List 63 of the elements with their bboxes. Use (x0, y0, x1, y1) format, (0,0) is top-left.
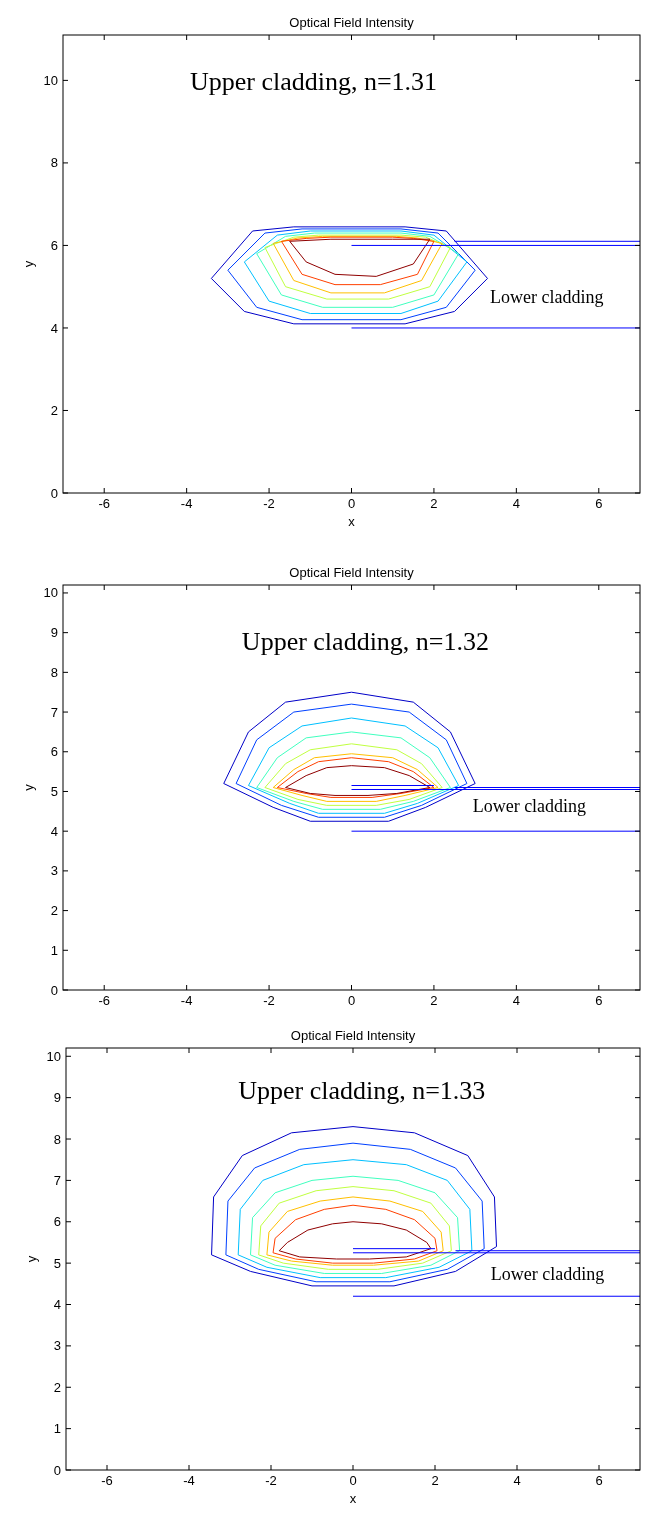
y-axis-title: y (21, 783, 36, 791)
y-axis-title: y (24, 1255, 39, 1263)
y-tick-label: 5 (53, 1255, 61, 1271)
x-tick-label: 0 (347, 496, 356, 511)
y-tick-label: 5 (50, 784, 58, 800)
x-tick-label: 4 (512, 993, 520, 1008)
y-tick-label: 2 (50, 903, 58, 919)
y-tick-label: 8 (53, 1131, 61, 1147)
x-tick-label: 0 (347, 993, 356, 1008)
y-tick-label: 0 (50, 982, 58, 998)
x-axis-title: x (348, 514, 356, 529)
x-tick-label: 4 (513, 1473, 521, 1488)
y-tick-label: 10 (43, 72, 58, 88)
y-tick-label: 1 (50, 942, 58, 958)
y-tick-label: 9 (50, 625, 58, 641)
y-tick-label: 7 (53, 1172, 61, 1188)
x-tick-label: 4 (512, 496, 520, 511)
chart-title: Optical Field Intensity (289, 565, 415, 580)
x-tick-label: 6 (595, 1473, 603, 1488)
y-tick-label: 1 (53, 1421, 61, 1437)
y-tick-label: 9 (53, 1090, 61, 1106)
x-tick-label: -6 (101, 1473, 113, 1488)
x-tick-label: -2 (263, 993, 275, 1008)
y-tick-label: 0 (53, 1462, 61, 1478)
y-tick-label: 3 (50, 863, 58, 879)
y-tick-label: 6 (53, 1214, 61, 1230)
x-tick-label: 2 (431, 1473, 439, 1488)
annotation: Lower cladding (489, 286, 604, 307)
x-tick-label: 6 (595, 993, 603, 1008)
y-tick-label: 6 (50, 237, 58, 253)
x-tick-label: -4 (183, 1473, 195, 1488)
y-tick-label: 10 (43, 585, 58, 601)
y-tick-label: 4 (50, 823, 58, 839)
x-tick-label: -6 (98, 496, 110, 511)
y-tick-label: 7 (50, 704, 58, 720)
y-tick-label: 8 (50, 155, 58, 171)
x-tick-label: -2 (265, 1473, 277, 1488)
x-tick-label: 0 (349, 1473, 357, 1488)
y-axis-title: y (21, 260, 36, 268)
chart-title: Optical Field Intensity (289, 15, 415, 30)
y-tick-label: 4 (50, 320, 58, 336)
annotation: Upper cladding, n=1.31 (189, 66, 438, 96)
x-tick-label: -6 (98, 993, 110, 1008)
y-tick-label: 3 (53, 1338, 61, 1354)
x-tick-label: 2 (430, 993, 438, 1008)
chart-title: Optical Field Intensity (290, 1028, 416, 1043)
y-tick-label: 0 (50, 485, 58, 501)
annotation: Upper cladding, n=1.32 (241, 626, 490, 656)
y-tick-label: 4 (53, 1297, 61, 1313)
x-tick-label: -2 (263, 496, 275, 511)
annotation: Lower cladding (472, 795, 587, 816)
x-axis-title: x (349, 1491, 357, 1506)
x-tick-label: 2 (430, 496, 438, 511)
x-tick-label: -4 (180, 496, 193, 511)
y-tick-label: 2 (50, 403, 58, 419)
x-tick-label: -4 (180, 993, 193, 1008)
annotation: Upper cladding, n=1.33 (238, 1075, 486, 1105)
y-tick-label: 8 (50, 664, 58, 680)
x-tick-label: 6 (595, 496, 603, 511)
y-tick-label: 10 (46, 1048, 61, 1064)
annotation: Lower cladding (490, 1264, 605, 1285)
y-tick-label: 2 (53, 1379, 61, 1395)
y-tick-label: 6 (50, 744, 58, 760)
